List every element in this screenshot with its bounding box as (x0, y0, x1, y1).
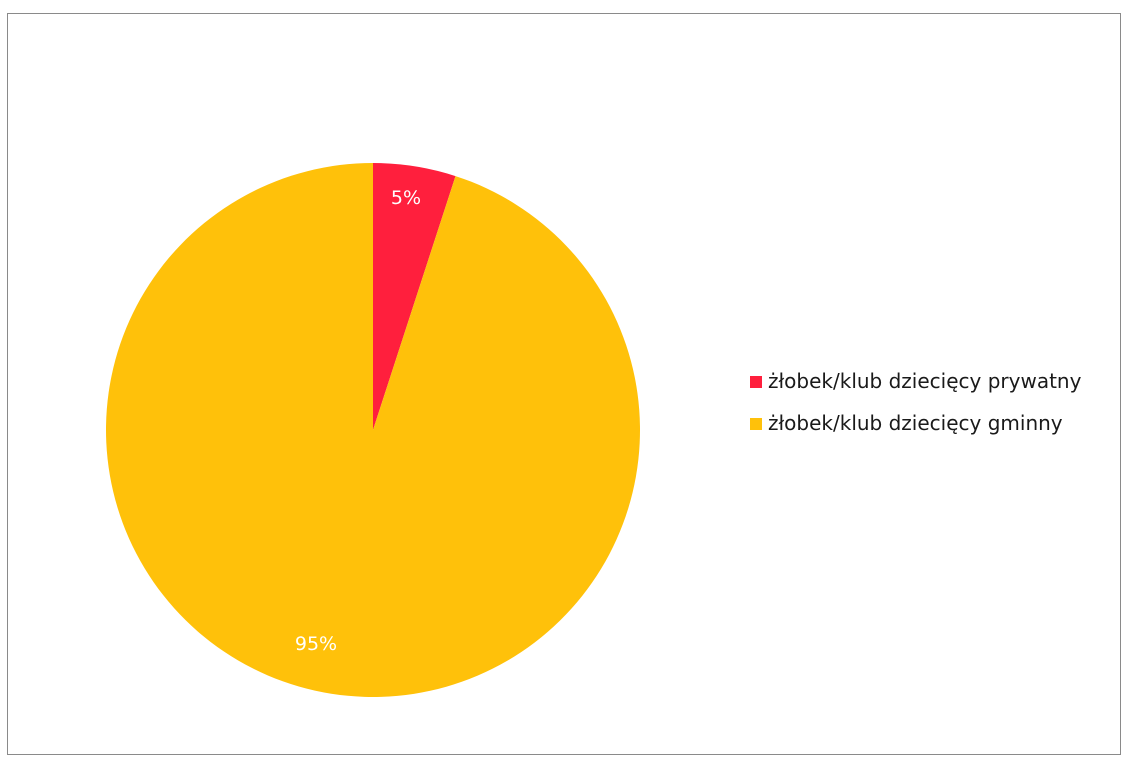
legend: żłobek/klub dziecięcy prywatny żłobek/kl… (750, 368, 1120, 452)
legend-item-gminny: żłobek/klub dziecięcy gminny (750, 410, 1120, 437)
data-label-1: 95% (295, 633, 337, 655)
legend-label-prywatny: żłobek/klub dziecięcy prywatny (768, 369, 1082, 393)
legend-swatch-prywatny (750, 376, 762, 388)
legend-item-prywatny: żłobek/klub dziecięcy prywatny (750, 368, 1120, 395)
legend-label-gminny: żłobek/klub dziecięcy gminny (768, 411, 1063, 435)
legend-swatch-gminny (750, 418, 762, 430)
pie-slice-0 (373, 163, 456, 430)
pie-slice-1 (106, 163, 640, 697)
data-label-0: 5% (391, 187, 421, 209)
